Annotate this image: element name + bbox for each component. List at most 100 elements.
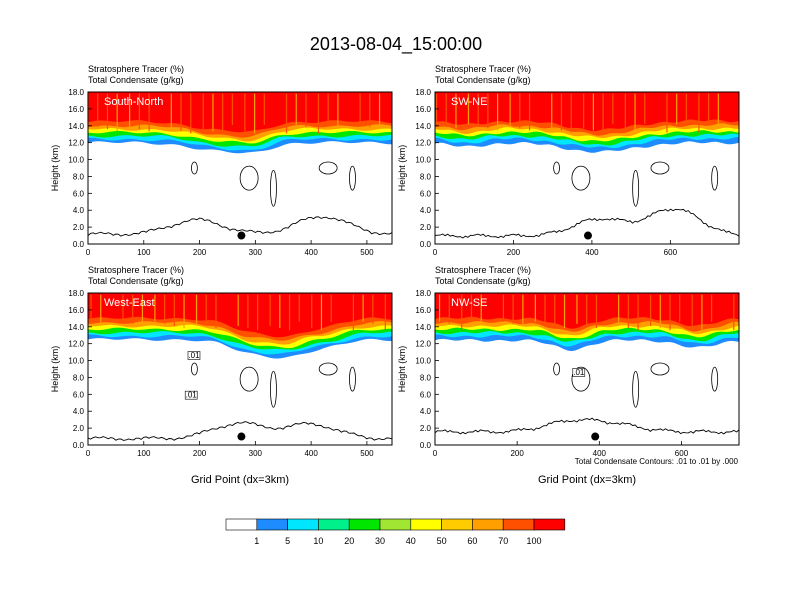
terrain-line [434, 417, 740, 435]
x-axis-label: Grid Point (dx=3km) [191, 474, 289, 486]
tracer-band-red [88, 293, 392, 338]
x-tick-label: 200 [510, 449, 524, 458]
condensate-contour [349, 165, 356, 191]
y-tick-label: 8.0 [73, 373, 85, 382]
y-tick-label: 16.0 [68, 306, 84, 315]
condensate-contour [349, 366, 356, 392]
condensate-contour [553, 362, 560, 376]
y-tick-label: 6.0 [420, 390, 432, 399]
y-tick-label: 12.0 [68, 139, 84, 148]
condensate-contour [650, 362, 670, 376]
colorbar-label: 10 [313, 536, 323, 546]
y-tick-label: 4.0 [420, 407, 432, 416]
x-tick-label: 500 [360, 449, 374, 458]
y-tick-label: 10.0 [68, 357, 84, 366]
colorbar-swatch [410, 518, 442, 531]
y-tick-label: 14.0 [415, 122, 431, 131]
x-tick-label: 600 [664, 248, 678, 257]
condensate-contour [711, 165, 719, 191]
panel-name: South-North [104, 96, 163, 108]
colorbar-label: 1 [254, 536, 259, 546]
x-axis-label: Grid Point (dx=3km) [538, 474, 636, 486]
terrain-line [87, 216, 393, 237]
y-tick-label: 2.0 [420, 223, 432, 232]
x-tick-label: 400 [593, 449, 607, 458]
terrain-line [434, 208, 740, 239]
y-tick-label: 6.0 [73, 390, 85, 399]
colorbar: 1 5 10 20 30 40 50 60 70 100 [225, 518, 566, 546]
y-axis-label: Height (km) [50, 145, 60, 192]
contour-variable-label: Total Condensate (g/kg) [88, 75, 184, 85]
x-tick-label: 300 [249, 248, 263, 257]
location-marker [237, 231, 246, 240]
condensate-contour [553, 161, 560, 175]
y-tick-label: 10.0 [415, 357, 431, 366]
figure-title: 2013-08-04_15:00:00 [310, 34, 482, 55]
y-tick-label: 18.0 [68, 88, 84, 97]
fill-variable-label: Stratosphere Tracer (%) [435, 64, 531, 74]
panel-frame [87, 91, 393, 245]
y-tick-label: 8.0 [420, 172, 432, 181]
y-tick-label: 12.0 [415, 340, 431, 349]
colorbar-swatch [225, 518, 258, 531]
colorbar-label: 60 [467, 536, 477, 546]
y-axis-label: Height (km) [50, 346, 60, 393]
panel-name: NW-SE [451, 297, 487, 309]
y-tick-label: 16.0 [415, 306, 431, 315]
tracer-band-red [435, 92, 739, 132]
x-tick-label: 0 [86, 449, 91, 458]
y-tick-label: 0.0 [73, 240, 85, 249]
y-tick-label: 18.0 [68, 289, 84, 298]
x-tick-label: 0 [433, 248, 438, 257]
condensate-contour [632, 370, 640, 408]
x-tick-label: 600 [675, 449, 689, 458]
y-axis-label: Height (km) [397, 346, 407, 393]
colorbar-label: 100 [526, 536, 541, 546]
condensate-contour [632, 169, 640, 207]
condensate-contour [239, 366, 259, 392]
y-tick-label: 6.0 [73, 189, 85, 198]
y-tick-label: 2.0 [73, 424, 85, 433]
x-tick-label: 400 [585, 248, 599, 257]
panel-name: SW-NE [451, 96, 487, 108]
y-tick-label: 14.0 [68, 323, 84, 332]
y-tick-label: 16.0 [68, 105, 84, 114]
contour-label: .01 [186, 391, 198, 400]
y-tick-label: 4.0 [73, 206, 85, 215]
condensate-contour [190, 362, 198, 376]
condensate-contour [318, 161, 338, 175]
colorbar-label: 30 [375, 536, 385, 546]
colorbar-swatch [287, 518, 319, 531]
condensate-contour [190, 161, 198, 175]
x-tick-label: 200 [193, 449, 207, 458]
location-marker [583, 231, 592, 240]
panel-frame [434, 91, 740, 245]
contour-label-box [187, 351, 201, 360]
fill-variable-label: Stratosphere Tracer (%) [88, 64, 184, 74]
y-tick-label: 8.0 [420, 373, 432, 382]
panel-name: West-East [104, 297, 155, 309]
panel-sw-ne: SW-NE Stratosphere Tracer (%)Total Conden… [397, 64, 740, 257]
contour-label: .01 [573, 368, 585, 377]
colorbar-label: 20 [344, 536, 354, 546]
location-marker [591, 432, 600, 441]
panel-frame [434, 292, 740, 446]
colorbar-swatch [533, 518, 566, 531]
condensate-contour [571, 165, 591, 191]
contour-note: Total Condensate Contours: .01 to .01 by… [575, 457, 739, 466]
tracer-band-red [88, 92, 392, 133]
y-tick-label: 0.0 [73, 441, 85, 450]
x-tick-label: 100 [137, 449, 151, 458]
y-tick-label: 10.0 [415, 156, 431, 165]
location-marker [237, 432, 246, 441]
y-tick-label: 18.0 [415, 88, 431, 97]
y-tick-label: 4.0 [420, 206, 432, 215]
x-tick-label: 100 [137, 248, 151, 257]
colorbar-label: 50 [437, 536, 447, 546]
x-tick-label: 400 [304, 248, 318, 257]
y-tick-label: 12.0 [415, 139, 431, 148]
colorbar-swatch [502, 518, 535, 531]
